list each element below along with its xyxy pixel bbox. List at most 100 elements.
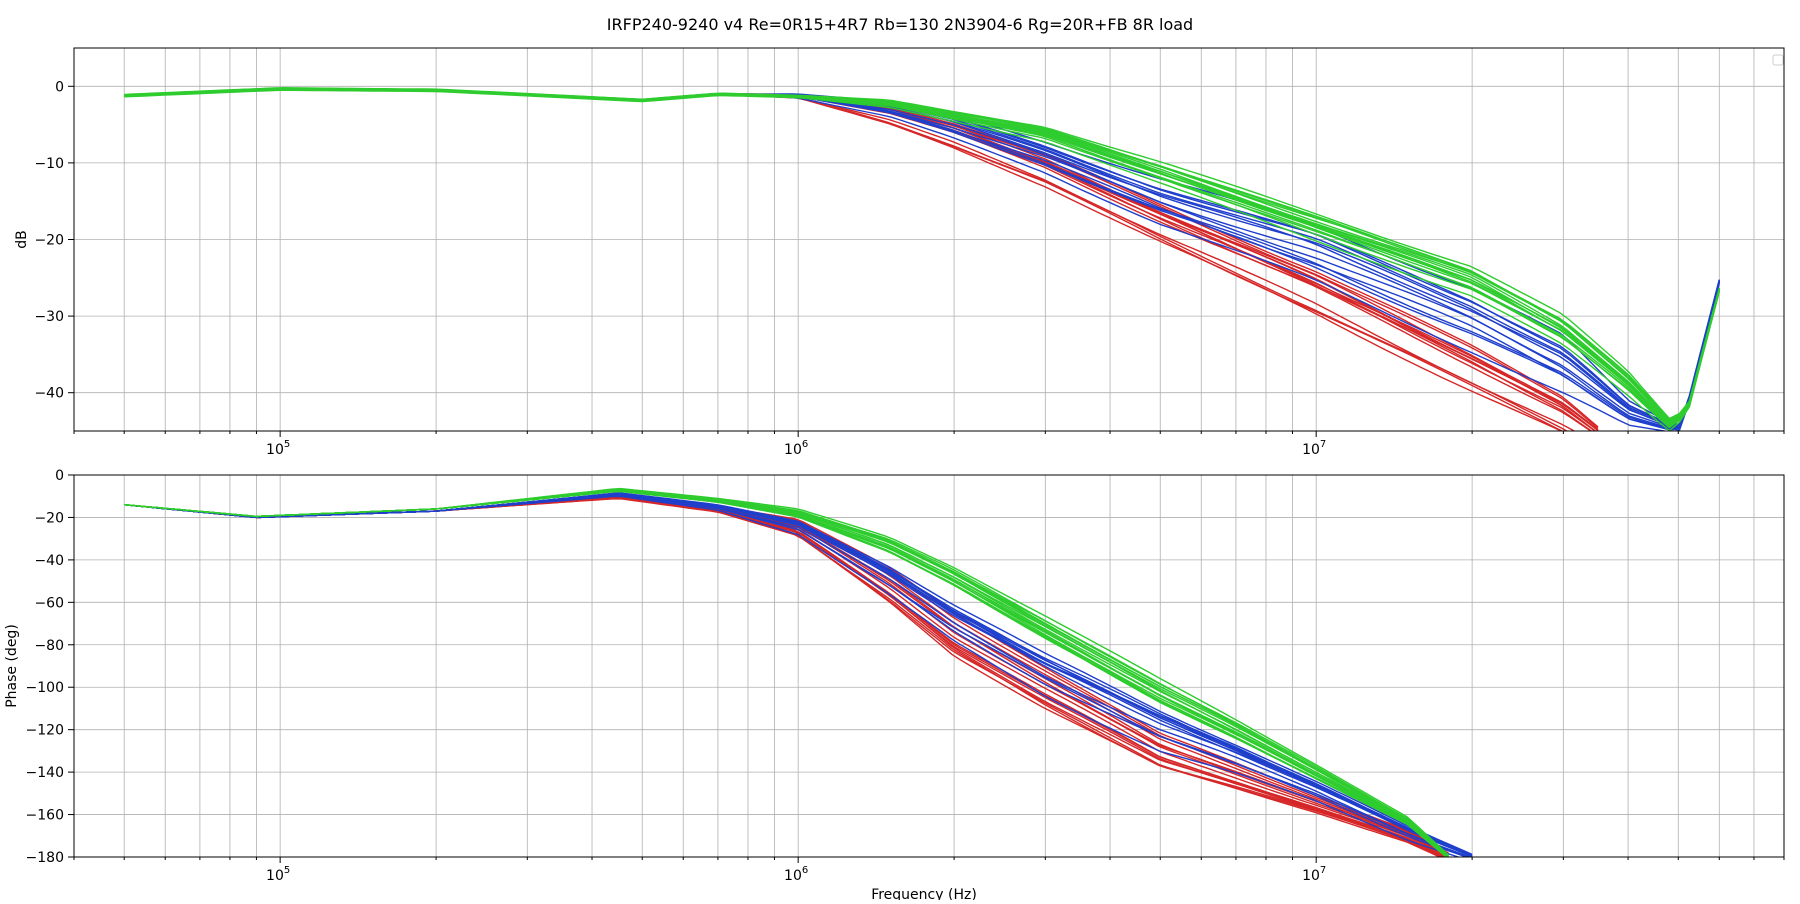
red-trace-phase bbox=[124, 494, 1449, 855]
phase-traces bbox=[124, 487, 1473, 857]
magnitude-y-axis-label: dB bbox=[14, 230, 30, 249]
red-trace-phase bbox=[124, 495, 1449, 857]
red-trace-phase bbox=[124, 495, 1449, 856]
green-trace-magnitude bbox=[124, 88, 1720, 425]
x-tick-label: 106 bbox=[784, 865, 808, 884]
green-trace-phase bbox=[124, 490, 1448, 857]
red-trace-phase bbox=[124, 498, 1442, 857]
red-trace-magnitude bbox=[124, 87, 1593, 431]
y-tick-label: −20 bbox=[34, 233, 64, 249]
y-tick-label: −60 bbox=[34, 595, 64, 611]
blue-trace-magnitude bbox=[124, 87, 1720, 426]
red-trace-phase bbox=[124, 497, 1446, 857]
green-trace-magnitude bbox=[124, 87, 1720, 420]
blue-trace-magnitude bbox=[124, 87, 1720, 428]
phase-y-axis-label: Phase (deg) bbox=[4, 624, 20, 708]
y-tick-label: −160 bbox=[26, 808, 64, 824]
red-trace-magnitude bbox=[124, 87, 1569, 431]
green-trace-phase bbox=[124, 490, 1449, 857]
magnitude-ticks: 105 106 107 0 −10 −20 −30 −40 bbox=[34, 79, 1785, 458]
y-tick-label: −30 bbox=[34, 309, 64, 325]
red-trace-phase bbox=[124, 494, 1449, 855]
magnitude-grid bbox=[73, 48, 1785, 431]
y-tick-label: −80 bbox=[34, 638, 64, 654]
chart-title: IRFP240-9240 v4 Re=0R15+4R7 Rb=130 2N390… bbox=[607, 15, 1193, 34]
empty-legend-box bbox=[1772, 54, 1784, 66]
green-trace-phase bbox=[124, 489, 1449, 857]
green-trace-magnitude bbox=[124, 87, 1720, 421]
green-trace-magnitude bbox=[124, 89, 1720, 429]
green-trace-phase bbox=[124, 487, 1449, 856]
red-trace-phase bbox=[124, 496, 1448, 857]
green-trace-phase bbox=[124, 489, 1449, 857]
x-tick-label: 105 bbox=[266, 439, 290, 458]
green-trace-magnitude bbox=[124, 88, 1720, 425]
y-tick-label: 0 bbox=[55, 468, 64, 484]
blue-trace-magnitude bbox=[124, 87, 1720, 431]
red-trace-phase bbox=[124, 497, 1444, 857]
y-tick-label: 0 bbox=[55, 79, 64, 95]
x-tick-label: 105 bbox=[266, 865, 290, 884]
y-tick-label: −100 bbox=[26, 680, 64, 696]
green-trace-magnitude bbox=[124, 89, 1720, 431]
magnitude-panel: 105 106 107 0 −10 −20 −30 −40 dB bbox=[14, 47, 1785, 458]
blue-trace-magnitude bbox=[124, 87, 1720, 427]
green-trace-phase bbox=[124, 490, 1448, 857]
phase-ticks: 105 106 107 0 −20 −40 −60 −80 −100 −120 −140 −160 −1… bbox=[26, 468, 1785, 884]
x-tick-label: 107 bbox=[1302, 439, 1326, 458]
green-trace-phase bbox=[124, 489, 1449, 857]
x-tick-label: 106 bbox=[784, 439, 808, 458]
green-trace-phase bbox=[124, 489, 1449, 857]
blue-trace-magnitude bbox=[124, 87, 1720, 430]
red-trace-magnitude bbox=[124, 87, 1564, 431]
x-tick-label: 107 bbox=[1302, 865, 1326, 884]
phase-x-axis-label: Frequency (Hz) bbox=[871, 887, 977, 900]
y-tick-label: −40 bbox=[34, 386, 64, 402]
red-trace-phase bbox=[124, 497, 1443, 857]
y-tick-label: −140 bbox=[26, 765, 64, 781]
blue-trace-magnitude bbox=[124, 87, 1720, 427]
green-trace-phase bbox=[124, 490, 1448, 857]
phase-grid bbox=[73, 474, 1785, 858]
green-trace-magnitude bbox=[124, 87, 1720, 421]
green-trace-magnitude bbox=[124, 88, 1720, 426]
red-trace-magnitude bbox=[124, 87, 1599, 428]
green-trace-phase bbox=[124, 488, 1449, 857]
green-trace-phase bbox=[124, 488, 1449, 857]
phase-panel: 105 106 107 0 −20 −40 −60 −80 −100 −120 −140 −160 −1… bbox=[4, 468, 1785, 903]
y-tick-label: −20 bbox=[34, 510, 64, 526]
phase-axes-frame bbox=[73, 474, 1785, 858]
red-trace-phase bbox=[124, 496, 1449, 857]
blue-trace-magnitude bbox=[124, 87, 1720, 431]
green-trace-phase bbox=[124, 490, 1448, 857]
blue-trace-magnitude bbox=[124, 87, 1720, 426]
y-tick-label: −180 bbox=[26, 850, 64, 866]
blue-trace-phase bbox=[124, 493, 1473, 857]
green-trace-magnitude bbox=[124, 87, 1720, 425]
green-trace-magnitude bbox=[124, 88, 1720, 425]
y-tick-label: −120 bbox=[26, 723, 64, 739]
green-trace-magnitude bbox=[124, 88, 1720, 426]
y-tick-label: −40 bbox=[34, 553, 64, 569]
blue-trace-magnitude bbox=[124, 87, 1720, 429]
green-trace-phase bbox=[124, 490, 1449, 857]
red-trace-magnitude bbox=[124, 87, 1563, 431]
red-trace-phase bbox=[124, 496, 1447, 857]
green-trace-phase bbox=[124, 488, 1449, 857]
blue-trace-magnitude bbox=[124, 87, 1720, 426]
red-trace-magnitude bbox=[124, 87, 1592, 431]
red-trace-phase bbox=[124, 495, 1449, 857]
green-trace-magnitude bbox=[124, 88, 1720, 427]
blue-trace-magnitude bbox=[124, 87, 1720, 431]
y-tick-label: −10 bbox=[34, 156, 64, 172]
green-trace-magnitude bbox=[124, 87, 1720, 424]
green-trace-phase bbox=[124, 488, 1449, 857]
red-trace-phase bbox=[124, 493, 1449, 854]
green-trace-phase bbox=[124, 489, 1449, 857]
green-trace-magnitude bbox=[124, 88, 1720, 428]
blue-trace-magnitude bbox=[124, 87, 1720, 428]
red-trace-phase bbox=[124, 497, 1445, 857]
magnitude-traces bbox=[124, 87, 1720, 431]
